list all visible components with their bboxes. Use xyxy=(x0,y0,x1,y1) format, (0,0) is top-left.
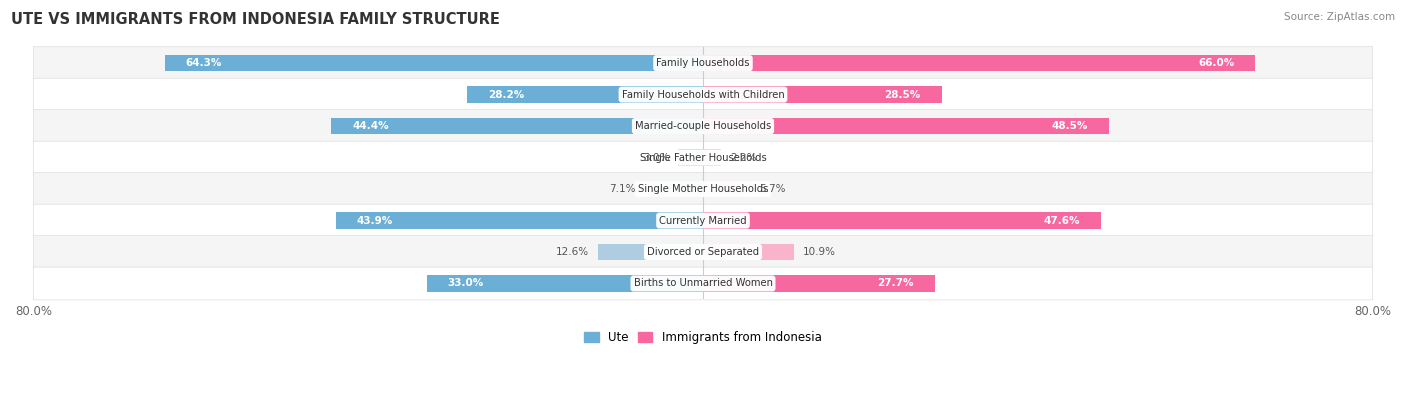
Bar xyxy=(427,275,703,292)
Bar xyxy=(703,213,1101,229)
Bar xyxy=(703,181,751,197)
Text: Divorced or Separated: Divorced or Separated xyxy=(647,247,759,257)
FancyBboxPatch shape xyxy=(34,47,1372,79)
Bar xyxy=(467,87,703,103)
FancyBboxPatch shape xyxy=(34,173,1372,205)
Text: Currently Married: Currently Married xyxy=(659,216,747,226)
FancyBboxPatch shape xyxy=(34,110,1372,143)
Bar xyxy=(703,55,1256,71)
Text: 66.0%: 66.0% xyxy=(1198,58,1234,68)
FancyBboxPatch shape xyxy=(34,236,1372,268)
Text: Married-couple Households: Married-couple Households xyxy=(636,121,770,131)
Bar xyxy=(703,118,1109,134)
Text: 48.5%: 48.5% xyxy=(1052,121,1088,131)
Text: 27.7%: 27.7% xyxy=(877,278,914,288)
Text: 10.9%: 10.9% xyxy=(803,247,835,257)
FancyBboxPatch shape xyxy=(34,78,1372,111)
Text: Family Households with Children: Family Households with Children xyxy=(621,90,785,100)
Text: 47.6%: 47.6% xyxy=(1043,216,1080,226)
Text: 5.7%: 5.7% xyxy=(759,184,786,194)
Text: 44.4%: 44.4% xyxy=(353,121,389,131)
Text: 3.0%: 3.0% xyxy=(643,152,669,163)
Text: 28.2%: 28.2% xyxy=(488,90,524,100)
Text: Single Father Households: Single Father Households xyxy=(640,152,766,163)
FancyBboxPatch shape xyxy=(34,204,1372,237)
Text: 64.3%: 64.3% xyxy=(186,58,222,68)
FancyBboxPatch shape xyxy=(34,267,1372,300)
Text: Family Households: Family Households xyxy=(657,58,749,68)
Text: 33.0%: 33.0% xyxy=(447,278,484,288)
Text: 28.5%: 28.5% xyxy=(884,90,921,100)
Bar xyxy=(678,149,703,166)
Bar xyxy=(598,244,703,260)
Bar xyxy=(336,213,703,229)
Text: 12.6%: 12.6% xyxy=(555,247,589,257)
Bar xyxy=(644,181,703,197)
Legend: Ute, Immigrants from Indonesia: Ute, Immigrants from Indonesia xyxy=(579,326,827,349)
Bar xyxy=(703,244,794,260)
Bar xyxy=(332,118,703,134)
Text: 7.1%: 7.1% xyxy=(609,184,636,194)
Text: Source: ZipAtlas.com: Source: ZipAtlas.com xyxy=(1284,12,1395,22)
Bar xyxy=(703,275,935,292)
Bar xyxy=(703,149,721,166)
FancyBboxPatch shape xyxy=(34,141,1372,174)
Text: Births to Unmarried Women: Births to Unmarried Women xyxy=(634,278,772,288)
Text: 2.2%: 2.2% xyxy=(730,152,756,163)
Text: 43.9%: 43.9% xyxy=(357,216,392,226)
Text: UTE VS IMMIGRANTS FROM INDONESIA FAMILY STRUCTURE: UTE VS IMMIGRANTS FROM INDONESIA FAMILY … xyxy=(11,12,501,27)
Bar xyxy=(165,55,703,71)
Text: Single Mother Households: Single Mother Households xyxy=(638,184,768,194)
Bar xyxy=(703,87,942,103)
